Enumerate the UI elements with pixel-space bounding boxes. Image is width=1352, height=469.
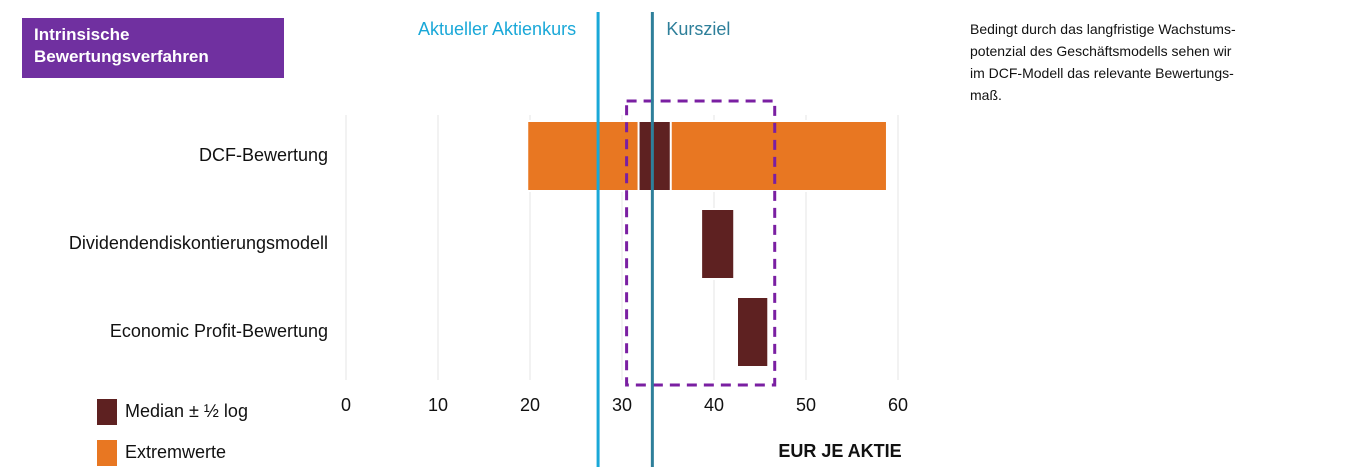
reference-label: Kursziel	[666, 19, 730, 39]
bar	[637, 120, 672, 192]
bar	[700, 208, 736, 280]
legend-label: Median ± ½ log	[125, 401, 248, 421]
highlight-box	[625, 99, 777, 387]
x-tick-label: 30	[612, 395, 632, 415]
note-line: Bedingt durch das langfristige Wachstums…	[970, 21, 1236, 37]
category-label: Economic Profit-Bewertung	[110, 321, 328, 341]
bar	[526, 120, 888, 192]
x-axis-label: EUR JE AKTIE	[778, 441, 901, 461]
legend-swatch	[97, 440, 117, 466]
category-label: Dividendendiskontierungsmodell	[69, 233, 328, 253]
note-line: potenzial des Geschäftsmodells sehen wir	[970, 43, 1232, 59]
reference-label: Aktueller Aktienkurs	[418, 19, 576, 39]
note: Bedingt durch das langfristige Wachstums…	[970, 18, 1350, 106]
x-tick-label: 10	[428, 395, 448, 415]
x-tick-label: 40	[704, 395, 724, 415]
legend-label: Extremwerte	[125, 442, 226, 462]
bar	[736, 296, 770, 368]
x-tick-label: 50	[796, 395, 816, 415]
chart-title: Intrinsische Bewertungsverfahren	[22, 18, 284, 78]
note-line: maß.	[970, 87, 1002, 103]
x-tick-label: 60	[888, 395, 908, 415]
note-line: im DCF-Modell das relevante Bewertungs-	[970, 65, 1234, 81]
x-tick-label: 0	[341, 395, 351, 415]
x-tick-label: 20	[520, 395, 540, 415]
legend-swatch	[97, 399, 117, 425]
category-label: DCF-Bewertung	[199, 145, 328, 165]
